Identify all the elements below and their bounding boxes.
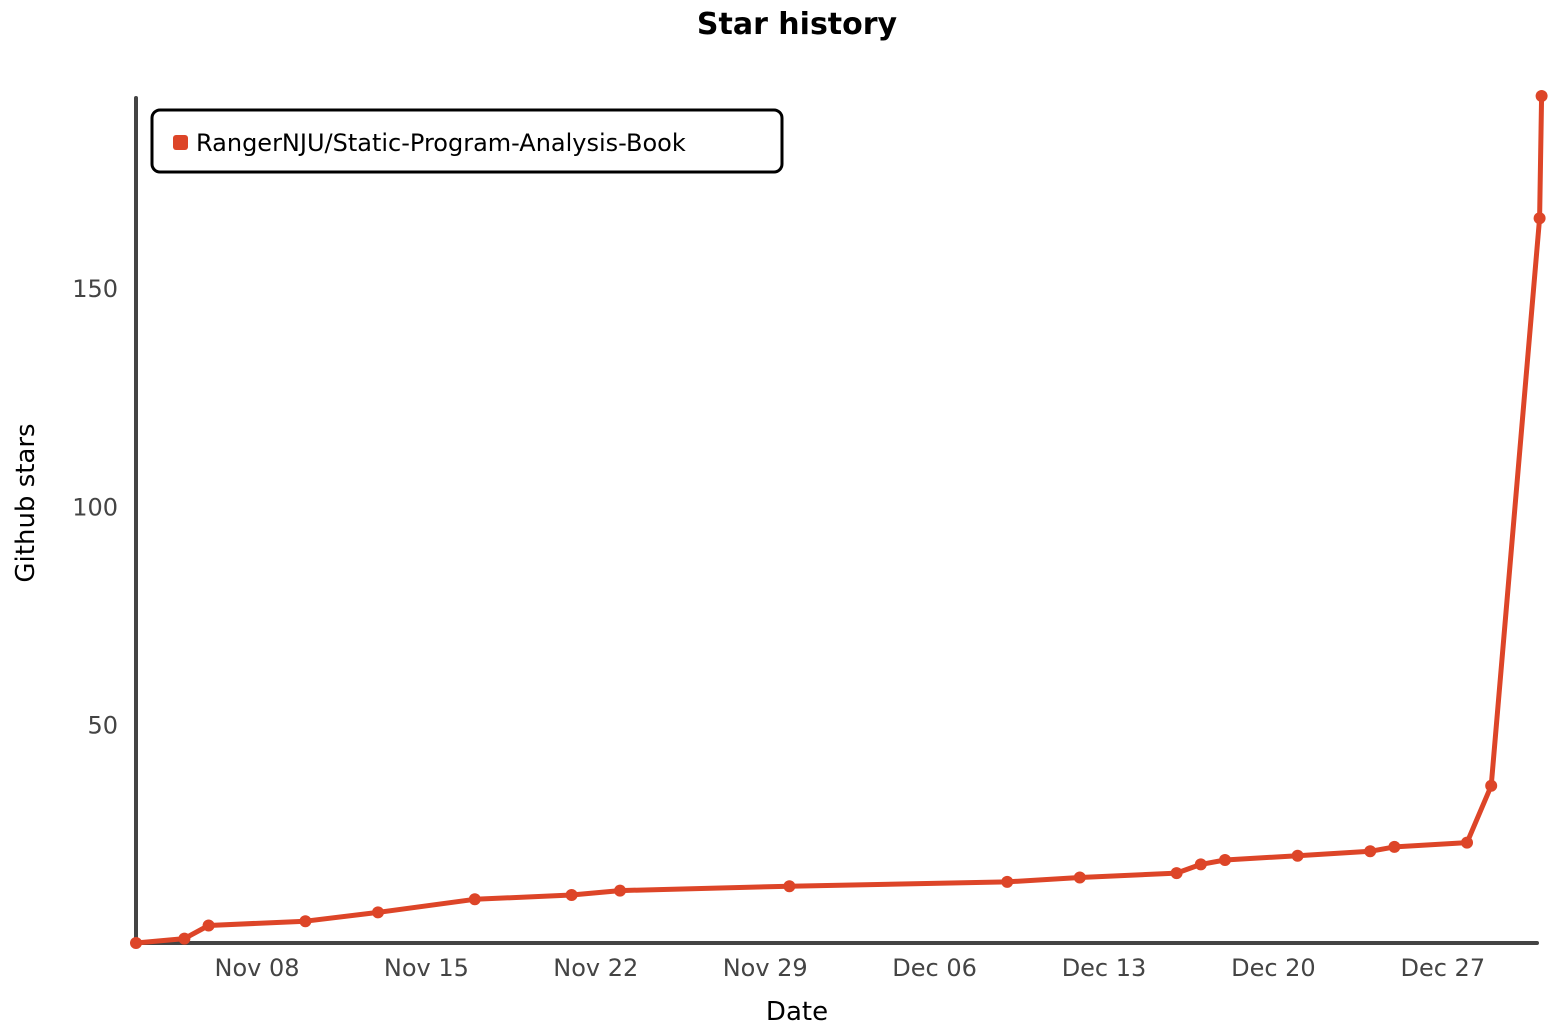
- data-point: [372, 906, 384, 919]
- data-point: [1073, 871, 1086, 884]
- data-point: [1170, 867, 1183, 880]
- data-point: [1461, 836, 1473, 849]
- x-tick-label: Dec 06: [892, 954, 977, 982]
- x-axis-label: Date: [766, 997, 828, 1027]
- legend: RangerNJU/Static-Program-Analysis-Book: [150, 108, 784, 174]
- x-tick-label: Nov 08: [214, 954, 299, 982]
- y-tick-labels: 50 100 150: [72, 275, 118, 740]
- data-point: [202, 919, 215, 932]
- x-tick-label: Nov 29: [723, 954, 808, 982]
- x-tick-labels: Nov 08 Nov 15 Nov 22 Nov 29 Dec 06 Dec 13 Dec …: [214, 954, 1485, 982]
- data-point: [1533, 212, 1546, 225]
- data-point: [178, 932, 191, 945]
- data-point: [1388, 840, 1401, 853]
- series-layer: [130, 90, 1548, 949]
- legend-box: [150, 108, 784, 174]
- data-point: [614, 884, 626, 897]
- series-line: [133, 93, 1545, 946]
- data-point: [1364, 845, 1377, 858]
- data-point: [468, 893, 481, 906]
- y-axis-label: Github stars: [11, 423, 41, 582]
- x-tick-label: Dec 20: [1231, 954, 1316, 982]
- data-point: [1194, 858, 1207, 871]
- data-point: [1485, 779, 1498, 792]
- data-point: [299, 915, 312, 928]
- axes: [132, 96, 1539, 945]
- x-tick-label: Nov 15: [384, 954, 469, 982]
- data-point: [1291, 849, 1304, 862]
- data-point: [783, 880, 796, 893]
- y-tick-label: 100: [72, 493, 118, 521]
- x-tick-label: Nov 22: [553, 954, 638, 982]
- data-point: [1219, 854, 1231, 866]
- y-tick-label: 150: [72, 275, 118, 303]
- data-point: [565, 889, 578, 901]
- legend-swatch: [173, 135, 188, 150]
- x-tick-label: Dec 27: [1400, 954, 1485, 982]
- data-point: [1535, 90, 1548, 102]
- legend-label: RangerNJU/Static-Program-Analysis-Book: [196, 129, 686, 157]
- x-tick-label: Dec 13: [1062, 954, 1147, 982]
- data-point: [130, 937, 142, 949]
- y-tick-label: 50: [87, 712, 118, 740]
- chart-title: Star history: [697, 7, 898, 42]
- data-point: [1001, 875, 1014, 888]
